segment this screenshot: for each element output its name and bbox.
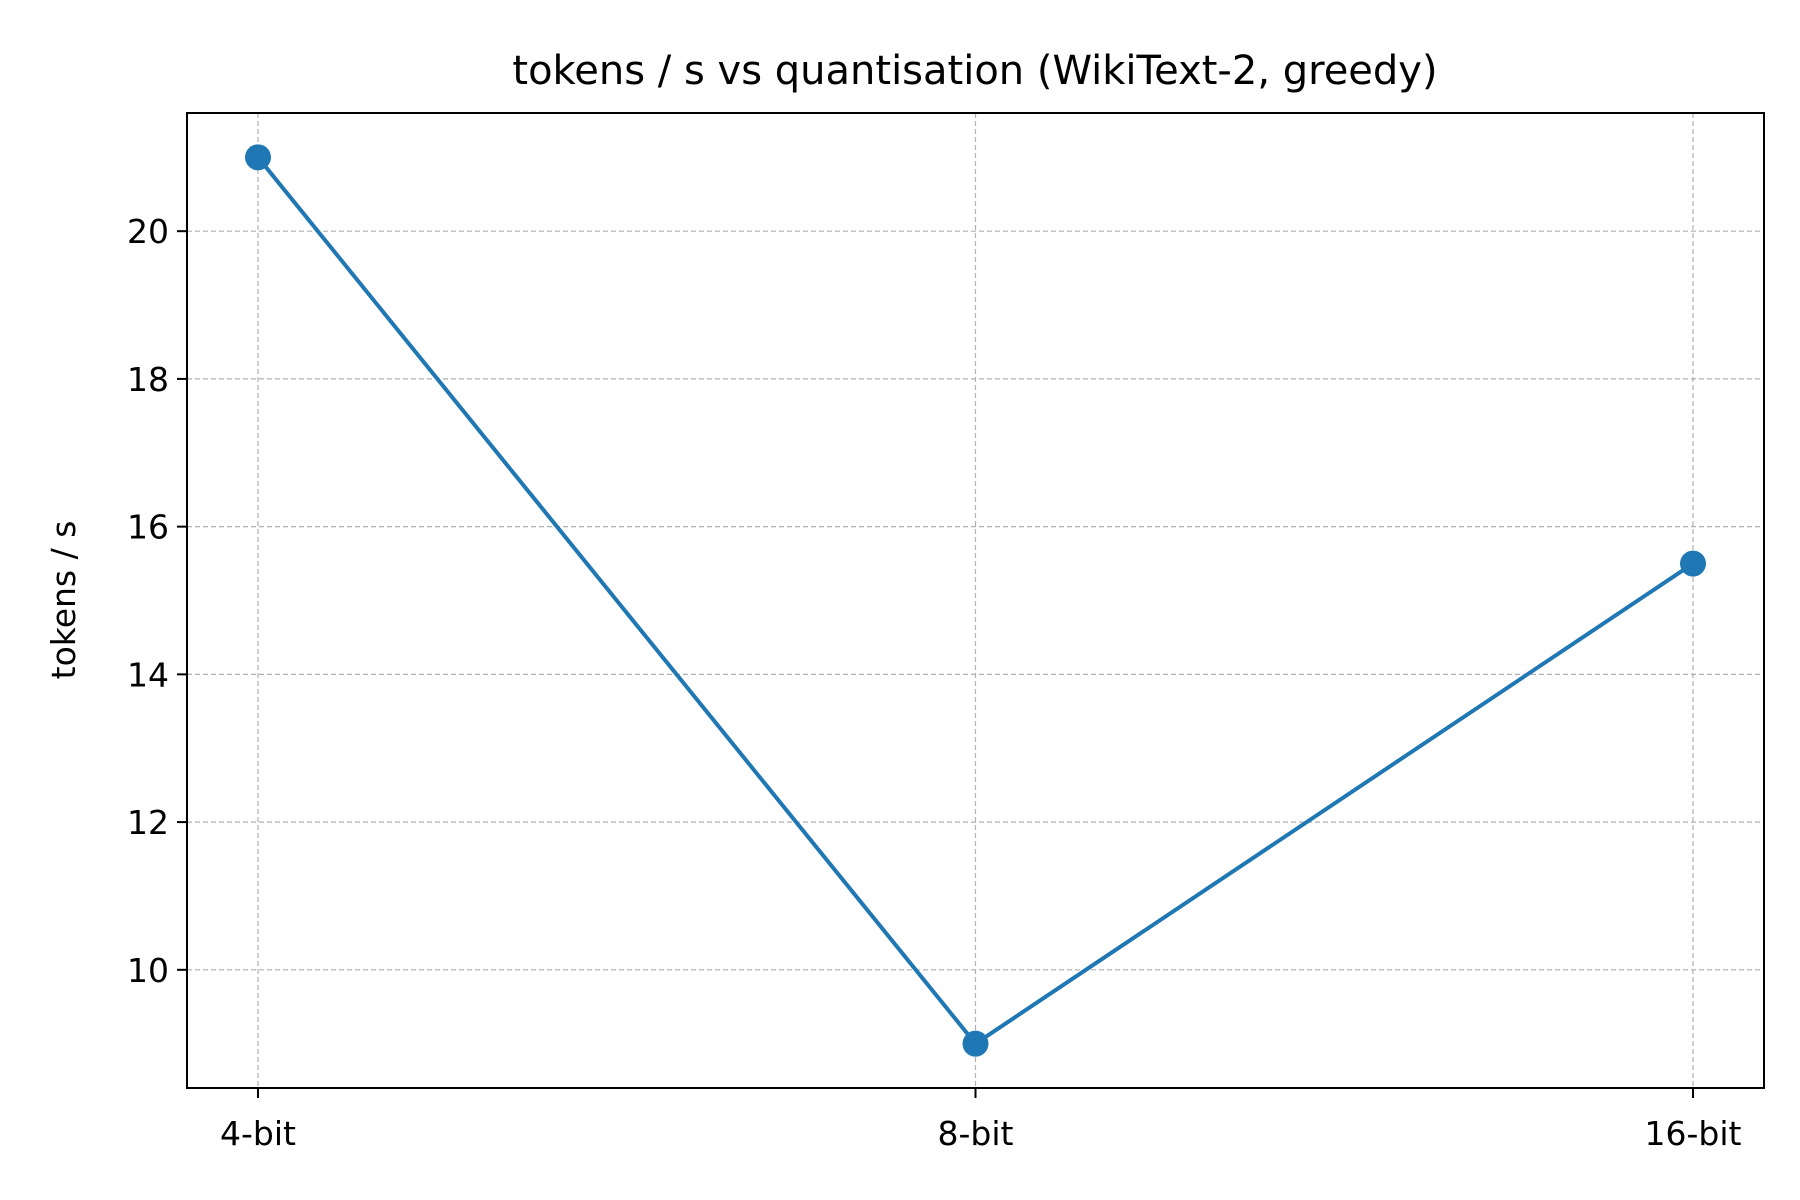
x-tick-label: 8-bit [938, 1114, 1014, 1153]
y-tick-label: 10 [127, 951, 169, 990]
x-tick-label: 4-bit [220, 1114, 296, 1153]
y-tick-label: 12 [127, 803, 169, 842]
data-point [245, 144, 271, 171]
series-group [245, 144, 1706, 1057]
grid [187, 113, 1764, 1088]
y-axis-ticks: 10 12 14 16 18 20 [127, 212, 187, 990]
chart-title: tokens / s vs quantisation (WikiText-2, … [512, 48, 1437, 94]
data-point [1680, 550, 1706, 577]
y-axis-label: tokens / s [44, 521, 83, 680]
x-tick-label: 16-bit [1645, 1114, 1742, 1153]
y-tick-label: 14 [127, 655, 169, 694]
x-axis-ticks: 4-bit 8-bit 16-bit [220, 1088, 1742, 1153]
data-point [962, 1030, 989, 1057]
y-tick-label: 20 [127, 212, 169, 251]
y-tick-label: 16 [127, 508, 169, 547]
plot-frame [186, 112, 1765, 1089]
y-tick-label: 18 [127, 360, 169, 399]
